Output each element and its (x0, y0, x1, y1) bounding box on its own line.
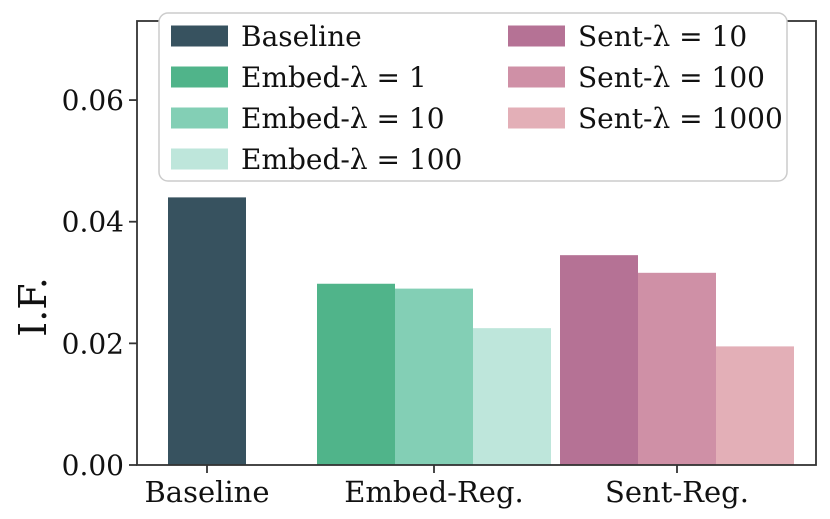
bar-embed-100 (473, 328, 551, 465)
legend-swatch (508, 25, 565, 47)
legend-swatch (171, 148, 228, 170)
x-tick-label: Embed-Reg. (344, 475, 524, 509)
bar-sent-1000 (716, 346, 794, 465)
x-tick-label: Sent-Reg. (605, 475, 749, 509)
legend-label: Embed-λ = 100 (241, 143, 462, 176)
y-tick-label: 0.02 (62, 327, 124, 360)
bar-sent-10 (560, 255, 638, 465)
y-axis-label: I.F. (11, 277, 55, 337)
legend-label: Embed-λ = 10 (241, 102, 445, 135)
legend-swatch (171, 107, 228, 129)
legend-swatch (508, 66, 565, 88)
y-tick-label: 0.04 (62, 206, 124, 239)
legend-swatch (508, 107, 565, 129)
legend-box (158, 12, 788, 182)
legend-label: Sent-λ = 10 (578, 20, 747, 53)
legend-label: Embed-λ = 1 (241, 61, 427, 94)
legend-label: Baseline (241, 20, 362, 53)
bar-baseline (168, 197, 246, 466)
legend-swatch (171, 25, 228, 47)
bar-sent-100 (638, 272, 716, 465)
legend-label: Sent-λ = 100 (578, 61, 765, 94)
bar-embed-1 (317, 283, 395, 465)
y-tick-label: 0.00 (62, 449, 124, 482)
x-tick-label: Baseline (144, 475, 269, 509)
bar-embed-10 (395, 288, 473, 465)
legend-label: Sent-λ = 1000 (578, 102, 783, 135)
legend-swatch (171, 66, 228, 88)
y-tick-label: 0.06 (62, 84, 124, 117)
